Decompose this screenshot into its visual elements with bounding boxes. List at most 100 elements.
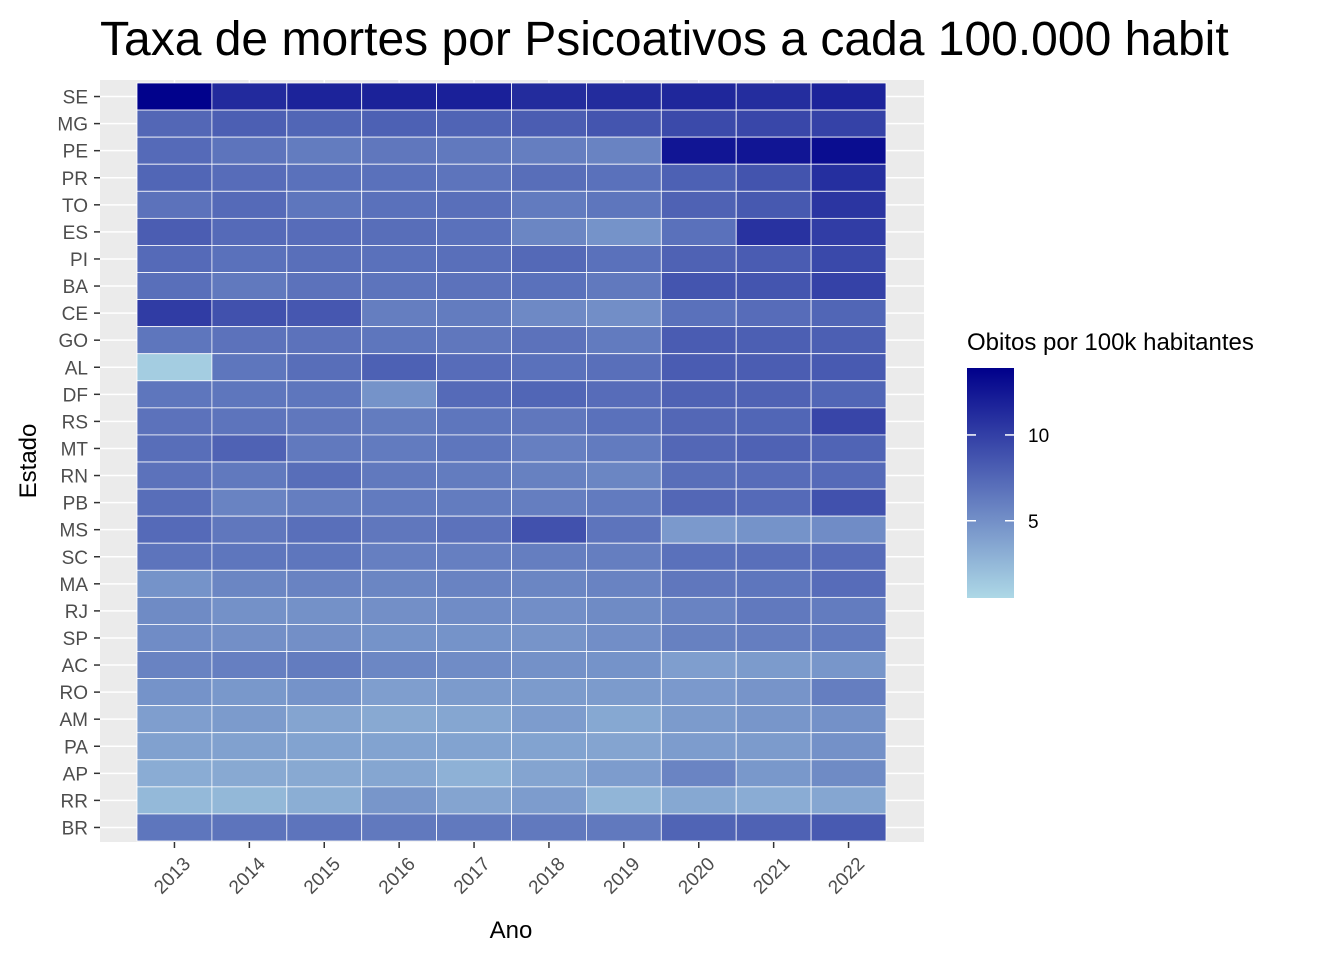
heatmap-cell-pr-2013 [136,163,213,192]
heatmap-cell-ro-2014 [211,678,288,707]
heatmap-cell-mg-2016 [361,109,438,138]
heatmap-cell-am-2013 [136,705,213,734]
heatmap-cell-go-2017 [436,326,512,355]
heatmap-cell-go-2020 [660,326,737,355]
heatmap-cell-rr-2015 [286,786,363,815]
heatmap-cell-am-2014 [211,705,288,734]
heatmap-cell-go-2022 [810,326,887,355]
heatmap-cell-es-2019 [586,217,662,246]
heatmap-cell-ac-2015 [286,651,363,679]
heatmap-cell-rn-2021 [735,461,812,490]
heatmap-cell-pe-2016 [361,136,438,165]
heatmap-cell-ba-2013 [136,272,213,300]
heatmap-cell-ba-2020 [660,272,737,300]
heatmap-cell-ce-2020 [660,299,737,328]
heatmap-cell-ba-2019 [586,272,662,300]
heatmap-cell-br-2022 [810,813,887,842]
heatmap-cell-ms-2021 [735,515,812,544]
heatmap-cell-se-2020 [660,82,737,111]
heatmap-cell-rn-2022 [810,461,887,490]
heatmap-cell-rs-2014 [211,407,288,436]
heatmap-cell-pe-2017 [436,136,512,165]
heatmap-cell-df-2016 [361,380,438,409]
y-tick-label-rn: RN [61,467,88,488]
heatmap-cell-pa-2013 [136,732,213,761]
heatmap-cell-to-2018 [511,190,587,219]
heatmap-cell-pb-2017 [436,488,512,517]
legend-tick-label-5: 5 [1028,512,1039,533]
heatmap-cell-es-2014 [211,217,288,246]
heatmap-cell-es-2017 [436,217,512,246]
heatmap-cell-rj-2016 [361,596,438,625]
heatmap-cell-pb-2022 [810,488,887,517]
heatmap-cell-df-2018 [511,380,587,409]
heatmap-cell-df-2015 [286,380,363,409]
heatmap-cell-rs-2021 [735,407,812,436]
heatmap-cell-df-2013 [136,380,213,409]
y-tick-label-rr: RR [61,791,88,812]
heatmap-cell-pe-2014 [211,136,288,165]
heatmap-cell-ac-2022 [810,651,887,679]
heatmap-cell-rs-2020 [660,407,737,436]
heatmap-cell-es-2020 [660,217,737,246]
heatmap-cell-br-2014 [211,813,288,842]
y-tick-label-mt: MT [61,439,89,460]
heatmap-cell-ms-2015 [286,515,363,544]
y-tick-label-rj: RJ [65,602,88,623]
heatmap-cell-sp-2018 [511,624,587,652]
heatmap-cell-rn-2020 [660,461,737,490]
y-tick-label-rs: RS [62,412,88,433]
heatmap-cell-ac-2018 [511,651,587,679]
heatmap-cell-go-2018 [511,326,587,355]
heatmap-cell-se-2017 [436,82,512,111]
y-axis-title: Estado [15,424,42,499]
heatmap-cell-df-2014 [211,380,288,409]
heatmap-cell-br-2013 [136,813,213,842]
heatmap-cell-mt-2020 [660,434,737,463]
heatmap-cell-ma-2016 [361,569,438,598]
heatmap-cell-ac-2014 [211,651,288,679]
y-tick-label-pa: PA [64,737,88,758]
heatmap-cell-ap-2021 [735,759,812,788]
heatmap-cell-to-2020 [660,190,737,219]
heatmap-cell-al-2013 [136,353,213,382]
heatmap-cell-ma-2019 [586,569,662,598]
heatmap-cell-pa-2015 [286,732,363,761]
heatmap-cell-mt-2016 [361,434,438,463]
heatmap-cell-rn-2017 [436,461,512,490]
heatmap-cell-br-2016 [361,813,438,842]
heatmap-cell-ap-2016 [361,759,438,788]
heatmap-cell-ro-2020 [660,678,737,707]
heatmap-cell-rj-2020 [660,596,737,625]
heatmap-cell-es-2015 [286,217,363,246]
heatmap-cell-sc-2021 [735,542,812,571]
heatmap-cell-pb-2016 [361,488,438,517]
heatmap-cell-mg-2014 [211,109,288,138]
heatmap-cell-pb-2021 [735,488,812,517]
heatmap-cell-rj-2017 [436,596,512,625]
heatmap-cell-ac-2016 [361,651,438,679]
heatmap-cell-rn-2014 [211,461,288,490]
heatmap-cell-ba-2018 [511,272,587,300]
heatmap-cell-to-2014 [211,190,288,219]
heatmap-cell-ba-2016 [361,272,438,300]
heatmap-cell-ap-2018 [511,759,587,788]
heatmap-cells [136,82,887,842]
heatmap-cell-ro-2017 [436,678,512,707]
heatmap-cell-sp-2013 [136,624,213,652]
heatmap-cell-ma-2017 [436,569,512,598]
heatmap-cell-to-2022 [810,190,887,219]
heatmap-cell-am-2020 [660,705,737,734]
heatmap-cell-sc-2018 [511,542,587,571]
heatmap-cell-ce-2021 [735,299,812,328]
heatmap-cell-df-2022 [810,380,887,409]
heatmap-cell-to-2019 [586,190,662,219]
heatmap-cell-rr-2013 [136,786,213,815]
heatmap-cell-sc-2017 [436,542,512,571]
heatmap-cell-se-2019 [586,82,662,111]
heatmap-cell-ro-2018 [511,678,587,707]
heatmap-cell-se-2013 [136,82,213,111]
x-tick-label-2017: 2017 [450,854,495,899]
heatmap-cell-pe-2019 [586,136,662,165]
heatmap-cell-to-2015 [286,190,363,219]
